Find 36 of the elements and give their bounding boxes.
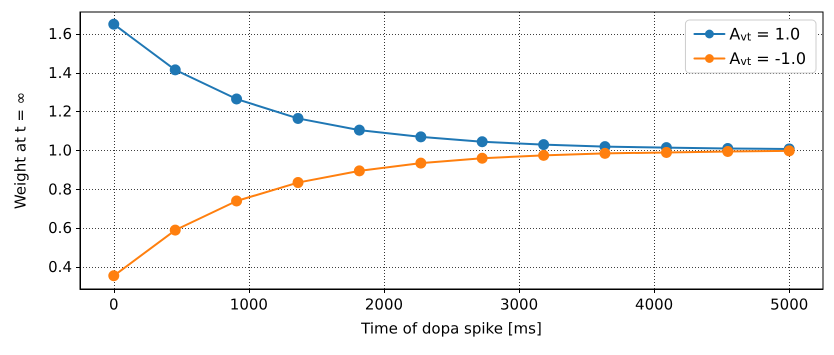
point xyxy=(231,196,242,206)
point xyxy=(476,136,488,148)
point xyxy=(415,131,426,142)
point xyxy=(660,146,672,158)
point xyxy=(722,146,734,157)
x-tick-label: 2000 xyxy=(364,296,404,314)
point xyxy=(538,150,550,161)
y-tick-label: 0.8 xyxy=(48,180,72,198)
x-tick-label: 1000 xyxy=(230,296,268,314)
point xyxy=(354,124,365,136)
y-tick-label: 1.4 xyxy=(48,64,72,82)
x-tick-label: 5000 xyxy=(770,296,808,314)
x-tick-label: 0 xyxy=(109,296,119,314)
y-axis-title: Weight at t = ∞ xyxy=(12,92,30,210)
y-tick-label: 0.4 xyxy=(48,258,72,276)
y-tick-label: 1.2 xyxy=(48,102,72,121)
point xyxy=(231,94,242,105)
point xyxy=(538,139,550,150)
point xyxy=(108,18,120,30)
y-tick-label: 1.6 xyxy=(48,24,72,43)
y-tick-label: 1.0 xyxy=(48,142,72,160)
point xyxy=(170,64,181,76)
point xyxy=(599,148,610,159)
y-tick-label: 0.6 xyxy=(48,219,72,238)
point xyxy=(354,165,365,176)
legend-label: Avt = 1.0 xyxy=(729,24,800,44)
point xyxy=(170,224,181,236)
x-tick-label: 4000 xyxy=(635,296,674,314)
point xyxy=(415,158,426,169)
point xyxy=(292,112,304,124)
legend-label: Avt = -1.0 xyxy=(729,49,806,68)
point xyxy=(108,270,120,282)
point xyxy=(292,177,304,188)
point xyxy=(476,152,488,164)
x-tick-label: 3000 xyxy=(500,296,538,314)
x-axis-title: Time of dopa spike [ms] xyxy=(360,320,542,338)
